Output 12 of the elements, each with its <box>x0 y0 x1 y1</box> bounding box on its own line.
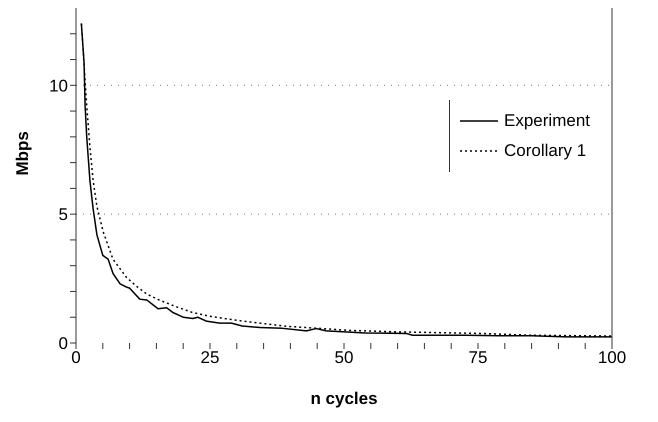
x-tick-label: 100 <box>598 348 626 368</box>
x-tick-label: 50 <box>334 348 354 368</box>
x-axis-title: n cycles <box>310 389 378 408</box>
legend-label: Corollary 1 <box>504 141 586 161</box>
x-tick-label: 0 <box>71 348 81 368</box>
x-tick-label: 25 <box>200 348 220 368</box>
y-tick-label: 5 <box>58 205 68 224</box>
legend-label: Experiment <box>504 111 590 131</box>
y-tick-label: 0 <box>58 334 68 354</box>
y-tick-label: 10 <box>49 76 68 96</box>
y-axis-title: Mbps <box>13 131 32 176</box>
x-tick-label: 75 <box>468 348 488 368</box>
